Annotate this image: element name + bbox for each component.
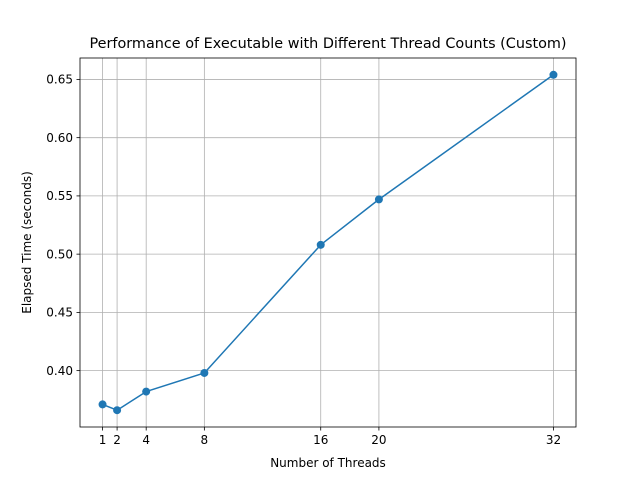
y-tick-label: 0.55 (46, 189, 73, 203)
data-point (374, 195, 383, 204)
tick-layer: 1 2 4 8 16 20 32 0.40 0.45 0.50 0.55 0.60 0.65 (46, 73, 561, 447)
x-tick-label: 8 (201, 433, 209, 447)
y-tick-label: 0.45 (46, 306, 73, 320)
series-marker-layer (98, 70, 558, 415)
y-tick-label: 0.60 (46, 131, 73, 145)
chart-title: Performance of Executable with Different… (89, 36, 566, 52)
data-point (549, 70, 558, 79)
x-tick-label: 2 (113, 433, 121, 447)
data-point (316, 240, 325, 249)
series-line (102, 74, 554, 411)
series-line-layer (102, 74, 554, 411)
y-tick-label: 0.50 (46, 247, 73, 261)
data-point (113, 406, 122, 415)
y-axis-label: Elapsed Time (seconds) (20, 171, 34, 314)
plot-frame (79, 57, 577, 428)
x-tick-label: 20 (371, 433, 386, 447)
data-point (142, 387, 151, 396)
x-tick-label: 1 (99, 433, 107, 447)
y-tick-label: 0.65 (46, 73, 73, 87)
x-tick-label: 32 (546, 433, 561, 447)
x-axis-label: Number of Threads (270, 456, 386, 470)
y-tick-label: 0.40 (46, 364, 73, 378)
grid-layer (80, 58, 576, 427)
data-point (200, 368, 209, 377)
x-tick-label: 16 (313, 433, 328, 447)
data-point (98, 400, 107, 409)
x-tick-label: 4 (142, 433, 150, 447)
